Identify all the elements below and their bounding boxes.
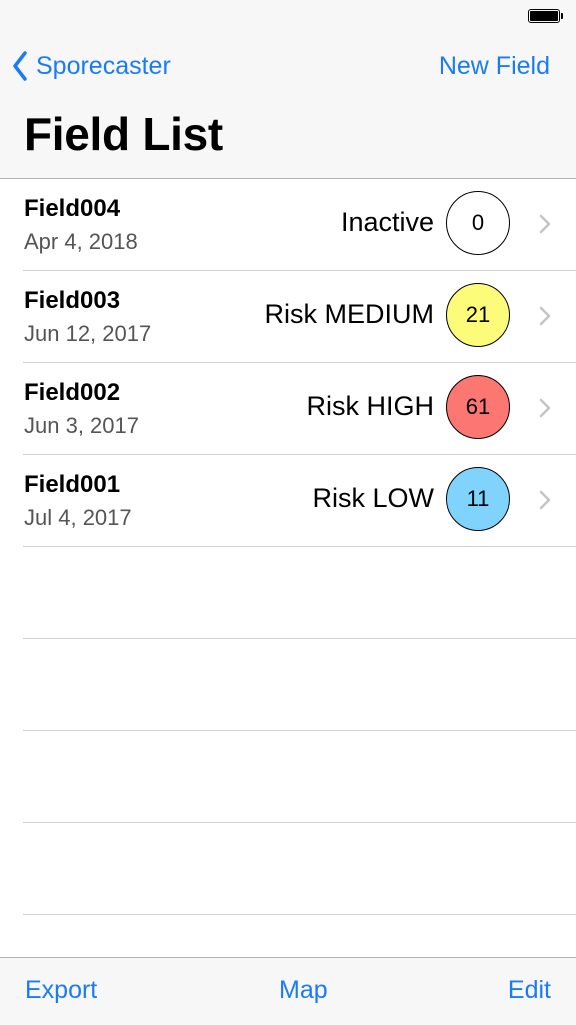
field-status: Risk HIGH <box>307 391 435 422</box>
export-button[interactable]: Export <box>25 976 97 1005</box>
field-list: Field004 Apr 4, 2018 Inactive 0 Field003… <box>0 179 576 915</box>
chevron-right-icon <box>539 490 551 510</box>
field-date: Jun 12, 2017 <box>24 321 151 347</box>
back-button-label: Sporecaster <box>36 52 171 81</box>
risk-badge: 21 <box>446 283 510 347</box>
chevron-right-icon <box>539 398 551 418</box>
field-date: Apr 4, 2018 <box>24 229 138 255</box>
empty-row <box>23 639 576 731</box>
risk-badge: 61 <box>446 375 510 439</box>
empty-row <box>23 547 576 639</box>
field-status: Risk LOW <box>313 483 435 514</box>
field-name: Field002 <box>24 379 120 407</box>
chevron-left-icon <box>12 51 28 81</box>
field-row-field003[interactable]: Field003 Jun 12, 2017 Risk MEDIUM 21 <box>23 271 576 363</box>
bottom-toolbar: Export Map Edit <box>0 957 576 1025</box>
field-status: Risk MEDIUM <box>265 299 435 330</box>
new-field-button[interactable]: New Field <box>439 46 550 86</box>
navigation-bar: Sporecaster New Field Field List <box>0 0 576 179</box>
edit-button[interactable]: Edit <box>508 976 551 1005</box>
empty-row <box>23 823 576 915</box>
field-date: Jun 3, 2017 <box>24 413 139 439</box>
back-button[interactable]: Sporecaster <box>12 46 171 86</box>
chevron-right-icon <box>539 306 551 326</box>
field-date: Jul 4, 2017 <box>24 505 132 531</box>
battery-nub <box>561 13 563 19</box>
field-name: Field003 <box>24 287 120 315</box>
field-name: Field001 <box>24 471 120 499</box>
chevron-right-icon <box>539 214 551 234</box>
risk-badge: 11 <box>446 467 510 531</box>
map-button[interactable]: Map <box>279 976 328 1005</box>
field-row-field002[interactable]: Field002 Jun 3, 2017 Risk HIGH 61 <box>23 363 576 455</box>
empty-row <box>23 731 576 823</box>
field-status: Inactive <box>341 207 434 238</box>
field-row-field004[interactable]: Field004 Apr 4, 2018 Inactive 0 <box>23 179 576 271</box>
field-row-field001[interactable]: Field001 Jul 4, 2017 Risk LOW 11 <box>23 455 576 547</box>
page-title: Field List <box>24 104 223 164</box>
field-name: Field004 <box>24 195 120 223</box>
risk-badge: 0 <box>446 191 510 255</box>
battery-icon <box>528 9 560 23</box>
